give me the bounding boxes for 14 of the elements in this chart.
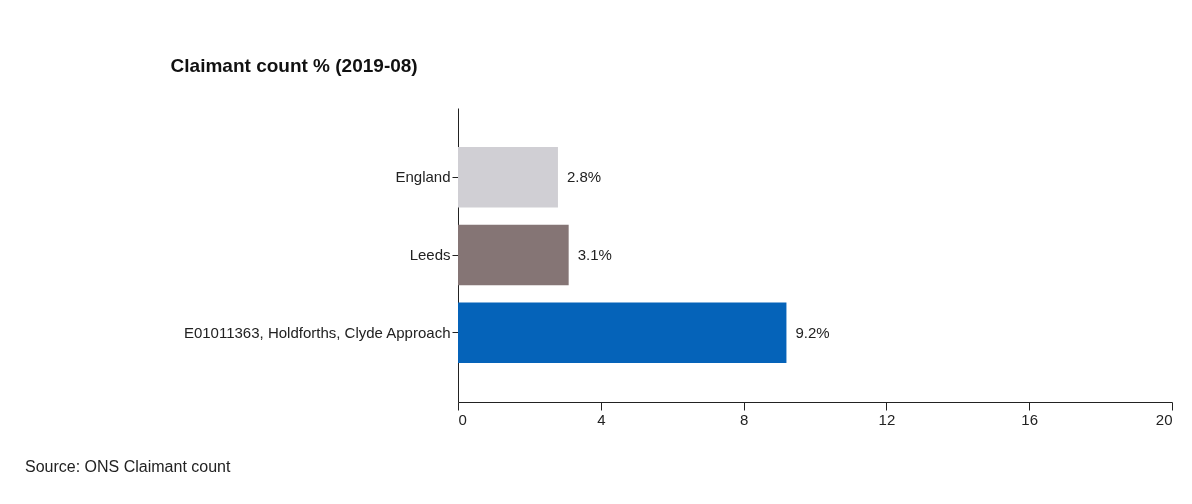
x-tick-label: 0 <box>458 410 467 428</box>
x-tick-label: 8 <box>739 410 749 428</box>
x-tick-label: 16 <box>1021 410 1039 428</box>
y-tick-label: Leeds <box>409 246 451 263</box>
y-tick-label: England <box>395 168 451 186</box>
data-label: 3.1% <box>577 246 612 263</box>
y-tick-label: E01011363, Holdforths, Clyde Approach <box>183 323 451 341</box>
x-tick-label: 12 <box>878 410 896 428</box>
text: Claimant count % (2019-08) <box>170 55 418 76</box>
data-label: 9.2% <box>795 323 830 341</box>
source-note: Source: ONS Claimant count <box>25 458 231 476</box>
x-tick-label: 20 <box>1155 410 1173 428</box>
x-tick-label: 4 <box>597 410 606 428</box>
data-label: 2.8% <box>566 168 602 186</box>
